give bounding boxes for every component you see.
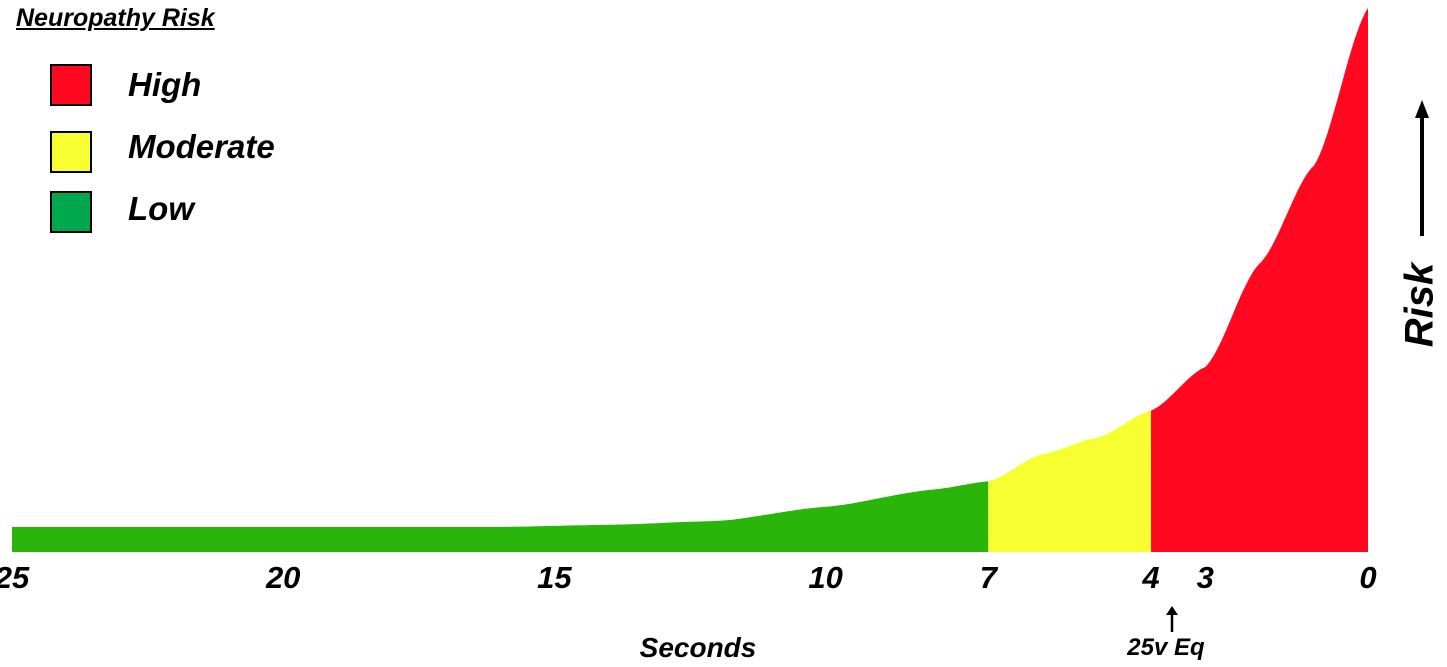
x-tick-0: 0: [1359, 560, 1377, 595]
legend-swatch-high: [50, 64, 92, 106]
x-tick-4: 4: [1142, 560, 1160, 595]
x-tick-20: 20: [265, 560, 301, 595]
x-tick-10: 10: [808, 560, 843, 595]
x-tick-7: 7: [979, 560, 997, 595]
legend-label-moderate: Moderate: [128, 128, 275, 165]
x-tick-15: 15: [537, 560, 572, 595]
legend-swatch-low: [50, 191, 92, 233]
annotation-25v-eq: 25v Eq: [1127, 634, 1205, 661]
x-tick-25: 25: [0, 560, 30, 595]
x-axis-label: Seconds: [639, 632, 757, 663]
legend-swatch-moderate: [50, 131, 92, 173]
chart-title: Neuropathy Risk: [16, 4, 215, 32]
legend-label-high: High: [128, 66, 202, 103]
y-axis-label: Risk: [1397, 262, 1442, 348]
x-tick-3: 3: [1196, 560, 1214, 595]
area-zone-low: [12, 481, 989, 552]
area-zone-moderate: [988, 410, 1152, 552]
y-axis-up-arrow-icon: [1415, 100, 1429, 236]
legend-label-low: Low: [128, 190, 194, 227]
annotation-arrow-icon: [1166, 606, 1178, 632]
area-zone-high: [1151, 8, 1368, 552]
